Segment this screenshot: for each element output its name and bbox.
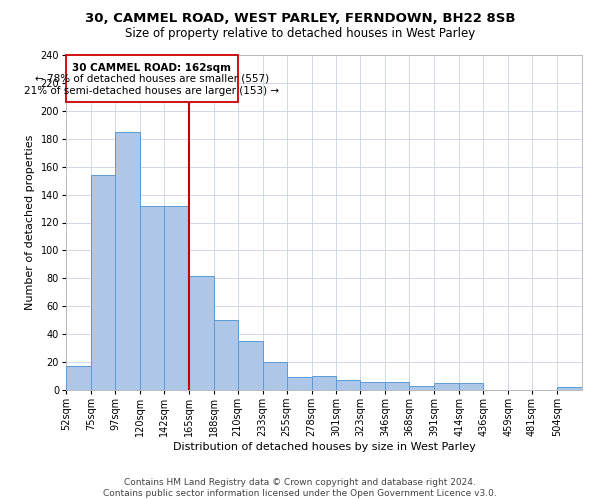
Bar [238, 341, 263, 390]
Text: 30, CAMMEL ROAD, WEST PARLEY, FERNDOWN, BH22 8SB: 30, CAMMEL ROAD, WEST PARLEY, FERNDOWN, … [85, 12, 515, 26]
Bar [459, 383, 483, 390]
Bar [91, 175, 115, 390]
Bar [385, 382, 409, 390]
Text: 30 CAMMEL ROAD: 162sqm: 30 CAMMEL ROAD: 162sqm [73, 62, 232, 72]
Bar [434, 383, 459, 390]
Text: Contains HM Land Registry data © Crown copyright and database right 2024.
Contai: Contains HM Land Registry data © Crown c… [103, 478, 497, 498]
Bar [361, 382, 385, 390]
X-axis label: Distribution of detached houses by size in West Parley: Distribution of detached houses by size … [173, 442, 475, 452]
Bar [189, 276, 214, 390]
Text: 21% of semi-detached houses are larger (153) →: 21% of semi-detached houses are larger (… [24, 86, 280, 97]
Bar [409, 386, 434, 390]
Bar [66, 366, 91, 390]
Bar [214, 320, 238, 390]
Bar [164, 206, 189, 390]
Bar [140, 206, 164, 390]
Bar [311, 376, 337, 390]
Bar [115, 132, 140, 390]
Bar [66, 55, 238, 102]
Bar [263, 362, 287, 390]
Bar [287, 378, 311, 390]
Bar [557, 387, 582, 390]
Bar [337, 380, 361, 390]
Y-axis label: Number of detached properties: Number of detached properties [25, 135, 35, 310]
Text: ← 78% of detached houses are smaller (557): ← 78% of detached houses are smaller (55… [35, 74, 269, 84]
Text: Size of property relative to detached houses in West Parley: Size of property relative to detached ho… [125, 28, 475, 40]
